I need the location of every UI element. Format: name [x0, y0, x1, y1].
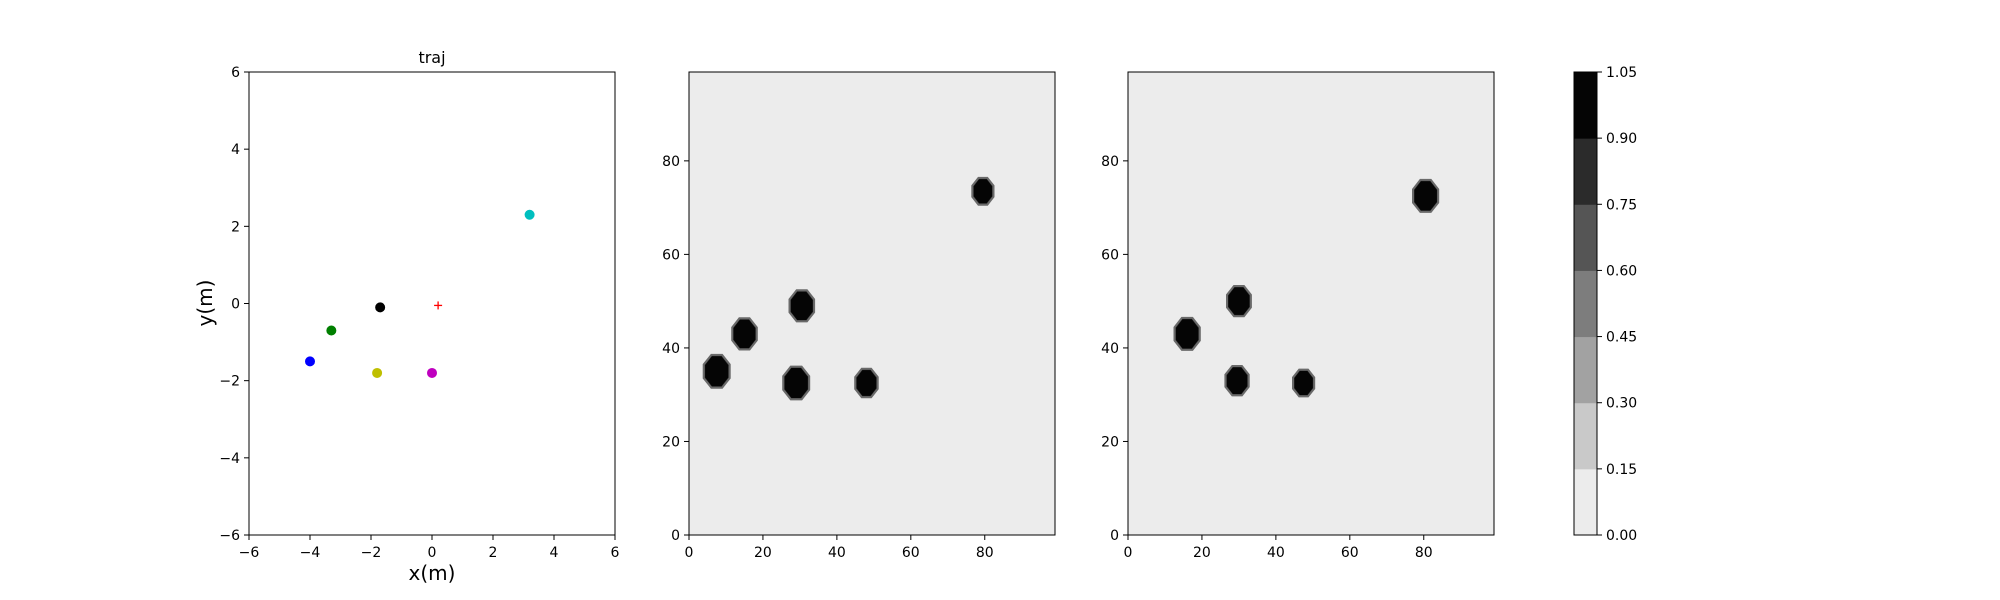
obstacle-blob [784, 368, 808, 398]
y-tick-label: 0 [671, 528, 680, 544]
y-tick-label: 0 [231, 297, 240, 313]
x-axis-label: x(m) [409, 561, 456, 585]
goal-marker [434, 301, 443, 310]
y-tick-label: 20 [662, 434, 680, 450]
y-tick-label: 4 [231, 142, 240, 158]
x-tick-label: 20 [1193, 545, 1211, 561]
y-tick-label: 20 [1101, 434, 1119, 450]
y-axis-ticks: −6 −4 −2 0 2 4 6 [219, 65, 249, 544]
map-background [1128, 72, 1494, 535]
x-tick-label: −4 [300, 545, 321, 561]
y-tick-label: 0 [1110, 528, 1119, 544]
x-tick-label: 4 [550, 545, 559, 561]
x-tick-label: −2 [361, 545, 382, 561]
occupancy-map-2: 0 20 40 60 80 0 20 40 60 80 [1101, 71, 1495, 561]
colorbar-level [1574, 336, 1597, 404]
colorbar-tick-label: 1.05 [1606, 65, 1637, 81]
colorbar-level [1574, 72, 1597, 139]
obstacle-blob [1175, 319, 1199, 349]
x-tick-label: 80 [976, 545, 994, 561]
y-tick-label: −2 [219, 374, 240, 390]
x-tick-label: 20 [754, 545, 772, 561]
obstacle-blob [856, 370, 877, 396]
x-tick-label: 0 [428, 545, 437, 561]
colorbar-tick-label: 0.75 [1606, 197, 1637, 213]
colorbar-level [1574, 402, 1597, 470]
colorbar-level [1574, 204, 1597, 271]
y-tick-label: 80 [1101, 154, 1119, 170]
y-tick-label: 40 [662, 341, 680, 357]
colorbar-tick-label: 0.60 [1606, 263, 1637, 279]
obstacle-blob [705, 356, 729, 387]
colorbar-level [1574, 468, 1597, 536]
y-tick-label: 40 [1101, 341, 1119, 357]
colorbar-tick-label: 0.30 [1606, 396, 1637, 412]
trajectory-point [305, 356, 315, 367]
plot-title: traj [418, 48, 445, 67]
obstacle-blob [733, 319, 756, 349]
obstacle-blob [1414, 181, 1437, 211]
map-background [689, 72, 1055, 535]
x-tick-label: 80 [1415, 545, 1433, 561]
obstacle-blobs [702, 176, 995, 401]
x-axis-ticks: 0 20 40 60 80 [1124, 535, 1433, 561]
trajectory-point [372, 367, 383, 378]
y-axis-ticks: 0 20 40 60 80 [662, 154, 689, 544]
colorbar-level [1574, 138, 1597, 205]
y-tick-label: 2 [231, 219, 240, 235]
trajectory-point [427, 367, 437, 378]
x-tick-label: −6 [239, 545, 260, 561]
x-tick-label: 60 [1341, 545, 1359, 561]
obstacle-blob [973, 179, 993, 204]
y-axis-label: y(m) [193, 280, 217, 327]
x-tick-label: 0 [1124, 545, 1133, 561]
obstacle-blob [1294, 371, 1313, 395]
y-tick-label: 80 [662, 154, 680, 170]
x-axis-ticks: −6 −4 −2 0 2 4 6 [239, 535, 620, 561]
y-tick-label: −6 [219, 528, 240, 544]
obstacle-blob [790, 291, 813, 320]
y-axis-ticks: 0 20 40 60 80 [1101, 154, 1128, 544]
y-tick-label: 6 [231, 65, 240, 81]
colorbar-level [1574, 270, 1597, 338]
plot-frame [248, 71, 616, 536]
colorbar-tick-label: 0.90 [1606, 131, 1637, 147]
trajectory-points [305, 209, 535, 378]
traj-plot: traj −6 −4 −2 0 2 4 6 −6 −4 −2 0 2 4 6 x(m) y(m) [193, 48, 620, 585]
y-tick-label: −4 [219, 451, 240, 467]
trajectory-point [326, 325, 337, 336]
plot-frame [688, 71, 1056, 536]
x-axis-ticks: 0 20 40 60 80 [685, 535, 994, 561]
colorbar-ticks: 0.00 0.15 0.30 0.45 0.60 0.75 0.90 1.05 [1597, 65, 1637, 544]
x-tick-label: 6 [611, 545, 620, 561]
obstacle-blobs [1173, 178, 1440, 398]
x-tick-label: 60 [902, 545, 920, 561]
trajectory-point [524, 209, 535, 220]
x-tick-label: 40 [828, 545, 846, 561]
colorbar-tick-label: 0.15 [1606, 462, 1637, 478]
plot-frame [1127, 71, 1495, 536]
colorbar-tick-label: 0.45 [1606, 330, 1637, 346]
colorbar-levels [1574, 72, 1597, 536]
obstacle-blob [1228, 287, 1250, 315]
y-tick-label: 60 [1101, 247, 1119, 263]
x-tick-label: 40 [1267, 545, 1285, 561]
colorbar-frame [1573, 71, 1598, 536]
x-tick-label: 2 [489, 545, 498, 561]
colorbar-tick-label: 0.00 [1606, 528, 1637, 544]
trajectory-point [375, 302, 386, 313]
occupancy-map-1: 0 20 40 60 80 0 20 40 60 80 [662, 71, 1056, 561]
colorbar: 0.00 0.15 0.30 0.45 0.60 0.75 0.90 1.05 [1573, 65, 1637, 544]
x-tick-label: 0 [685, 545, 694, 561]
obstacle-blob [1226, 367, 1248, 394]
y-tick-label: 60 [662, 247, 680, 263]
